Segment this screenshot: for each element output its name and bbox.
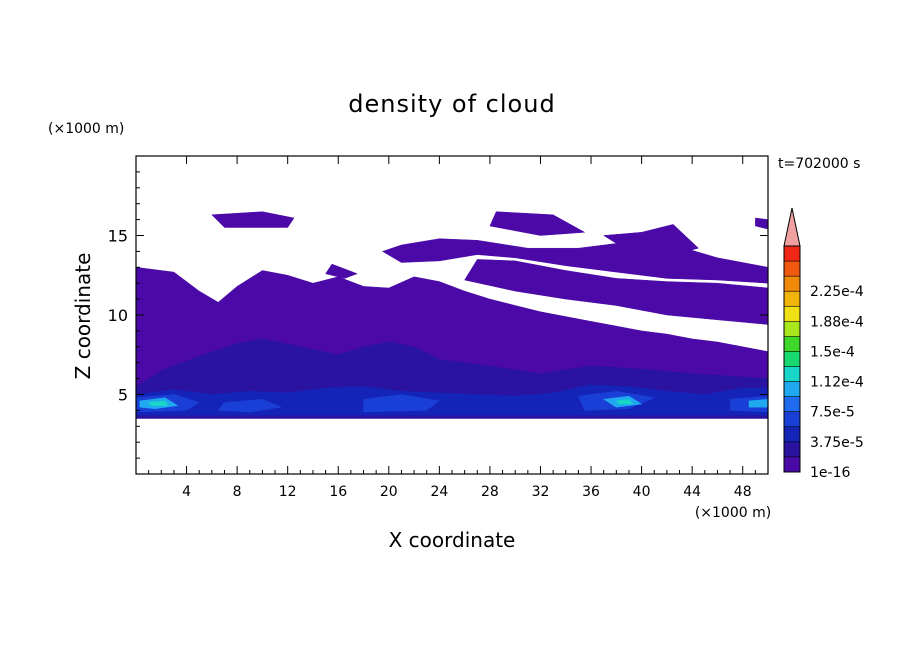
colorbar-swatch (784, 381, 800, 398)
y-tick-label: 5 (118, 386, 128, 405)
colorbar-swatch (784, 426, 800, 443)
x-tick-label: 36 (582, 484, 600, 500)
colorbar-swatch (784, 336, 800, 352)
x-tick-label: 8 (233, 484, 242, 500)
x-tick-label: 32 (532, 484, 550, 500)
y-tick-label: 10 (108, 306, 128, 325)
colorbar: 2.25e-4 1.88e-4 1.5e-4 1.12e-4 7.5e-5 3.75e-5… (783, 207, 864, 481)
colorbar-label: 7.5e-5 (810, 405, 855, 421)
y-unit-label: (×1000 m) (48, 121, 124, 137)
x-tick-label: 44 (683, 484, 701, 500)
colorbar-label: 1.12e-4 (810, 375, 864, 391)
colorbar-label: 1e-16 (810, 465, 850, 481)
x-tick-label: 4 (182, 484, 191, 500)
y-axis-label: Z coordinate (71, 253, 95, 380)
x-tick-label: 48 (734, 484, 752, 500)
colorbar-swatch (784, 261, 800, 277)
contour-region-19 (615, 399, 634, 405)
contour-region-18 (148, 400, 169, 406)
contour-fills (135, 211, 769, 419)
colorbar-swatch (784, 456, 800, 473)
chart-title: density of cloud (348, 90, 555, 118)
colorbar-swatch (784, 366, 800, 382)
colorbar-label: 1.5e-4 (810, 344, 855, 360)
contour-region-5 (489, 211, 586, 236)
contour-region-4 (211, 211, 295, 228)
x-tick-label: 16 (329, 484, 347, 500)
colorbar-overflow-arrow (783, 207, 801, 247)
x-tick-label: 12 (279, 484, 297, 500)
colorbar-swatch (784, 306, 800, 322)
colorbar-swatch (784, 411, 800, 428)
colorbar-label: 2.25e-4 (810, 284, 864, 300)
colorbar-label: 1.88e-4 (810, 314, 864, 330)
x-unit-label: (×1000 m) (695, 505, 771, 521)
colorbar-swatch (784, 351, 800, 367)
colorbar-swatch (784, 276, 800, 292)
x-tick-label: 40 (633, 484, 651, 500)
colorbar-swatch (784, 396, 800, 413)
x-axis-label: X coordinate (389, 528, 516, 552)
colorbar-swatch (784, 441, 800, 458)
y-axis-ticks: 5 10 15 (108, 171, 768, 459)
x-tick-label: 24 (430, 484, 448, 500)
colorbar-label: 3.75e-5 (810, 435, 864, 451)
x-axis-ticks: 4 8 12 16 20 24 28 32 36 40 44 48 (148, 156, 756, 500)
colorbar-swatch (784, 246, 800, 262)
colorbar-swatch (784, 291, 800, 307)
contour-region-17 (748, 399, 769, 408)
contour-region-7 (755, 217, 769, 230)
colorbar-swatch (784, 321, 800, 337)
x-tick-label: 20 (380, 484, 398, 500)
time-label: t=702000 s (778, 156, 860, 172)
x-tick-label: 28 (481, 484, 499, 500)
y-tick-label: 15 (108, 227, 128, 246)
contour-region-3 (602, 224, 700, 257)
contour-region-12 (363, 394, 441, 413)
contour-region-11 (217, 399, 283, 413)
contour-region-6 (325, 263, 358, 279)
